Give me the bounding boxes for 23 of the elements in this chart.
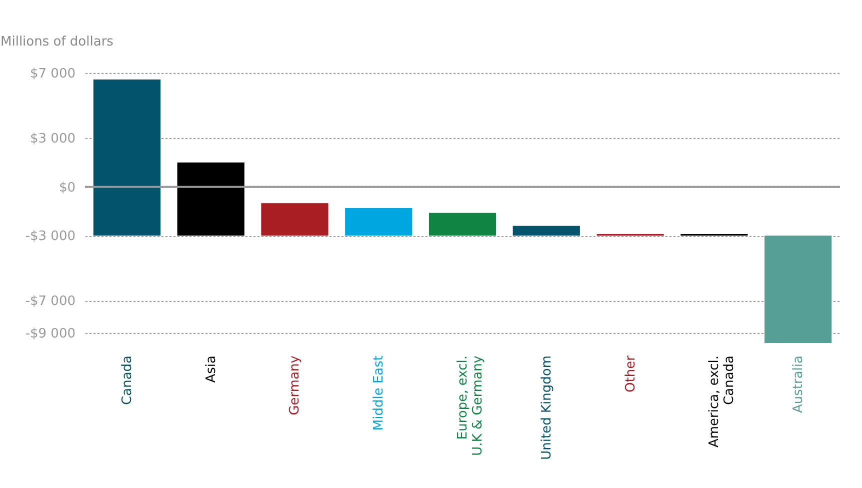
y-tick-label: $0 <box>58 180 76 196</box>
bar <box>764 236 832 343</box>
bar <box>512 226 580 236</box>
x-tick-label: Germany <box>288 355 303 416</box>
bar <box>177 162 244 236</box>
x-tick-label: America, excl. Canada <box>707 356 738 448</box>
bar <box>261 203 328 236</box>
y-tick-label: $7 000 <box>30 66 76 82</box>
bar <box>93 80 160 236</box>
x-tick-label: United Kingdom <box>539 356 554 460</box>
y-tick-label: -$3 000 <box>25 229 76 244</box>
y-tick-label: $3 000 <box>30 132 76 147</box>
bar <box>428 212 496 236</box>
x-tick-label: Australia <box>791 356 806 414</box>
y-axis-title: Millions of dollars <box>0 34 114 50</box>
x-tick-label: Europe, excl. U.K & Germany <box>456 355 486 456</box>
y-tick-label: -$9 000 <box>25 326 76 342</box>
x-tick-label: Middle East <box>372 356 387 431</box>
bar <box>345 208 412 236</box>
x-tick-label: Asia <box>204 356 219 383</box>
y-tick-label: -$7 000 <box>25 294 76 310</box>
x-tick-label: Other <box>623 354 638 392</box>
x-tick-label: Canada <box>120 356 135 405</box>
